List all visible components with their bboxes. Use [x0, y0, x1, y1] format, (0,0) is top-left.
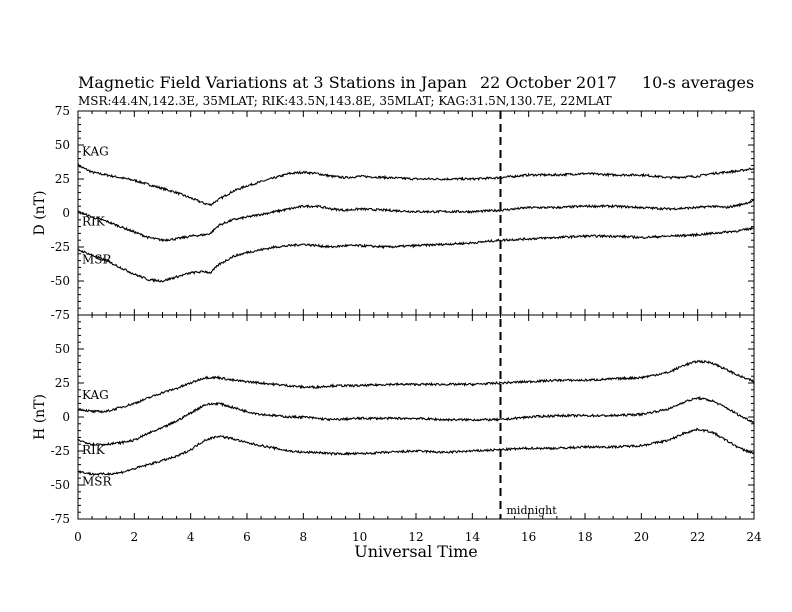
- y-tick-label: 0: [62, 206, 70, 220]
- panels: 75 50 25 0 -25 -50 -75 D (nT) KAG RIK MSR 50 25 0 -25 -…: [32, 104, 762, 544]
- chart-title: Magnetic Field Variations at 3 Stations …: [78, 73, 467, 92]
- x-tick-label: 24: [746, 530, 762, 544]
- y-tick-label: -75: [51, 308, 70, 322]
- y-tick-label: -25: [51, 444, 70, 458]
- x-tick-label: 14: [465, 530, 481, 544]
- y-tick-label: 50: [55, 342, 70, 356]
- y-tick-label: 0: [62, 410, 70, 424]
- series-line-msr: [77, 427, 755, 477]
- x-tick-label: 20: [634, 530, 649, 544]
- series-line-rik: [77, 395, 755, 446]
- series-line-rik: [77, 199, 755, 243]
- chart-title-date: 22 October 2017: [480, 73, 617, 92]
- y-tick-label: 75: [55, 104, 70, 118]
- x-tick-label: 4: [187, 530, 195, 544]
- y-tick-label: -75: [51, 512, 70, 526]
- x-tick-label: 0: [74, 530, 82, 544]
- series-label-rik: RIK: [82, 443, 106, 457]
- x-tick-label: 6: [243, 530, 251, 544]
- x-tick-label: 10: [352, 530, 367, 544]
- chart-title-averages: 10-s averages: [642, 73, 754, 92]
- x-tick-label: 18: [577, 530, 592, 544]
- y-tick-label: 50: [55, 138, 70, 152]
- midnight-label: midnight: [507, 504, 558, 517]
- panel-frame-1: [77, 314, 755, 520]
- y-axis-label: D (nT): [32, 191, 48, 236]
- series-line-kag: [77, 163, 755, 207]
- y-tick-label: 25: [55, 172, 70, 186]
- x-axis-label: Universal Time: [354, 542, 477, 561]
- y-tick-label: -25: [51, 240, 70, 254]
- x-tick-label: 22: [690, 530, 705, 544]
- y-axis-label: H (nT): [32, 394, 48, 440]
- y-tick-label: -50: [51, 478, 70, 492]
- x-tick-label: 16: [521, 530, 536, 544]
- series-label-rik: RIK: [82, 215, 106, 229]
- series-label-msr: MSR: [82, 253, 113, 267]
- series-line-kag: [78, 359, 755, 414]
- series-label-msr: MSR: [82, 474, 113, 488]
- series-label-kag: KAG: [82, 388, 109, 402]
- y-tick-label: -50: [51, 274, 70, 288]
- panel-frame-0: [77, 110, 755, 316]
- series-line-msr: [78, 226, 755, 283]
- station-info: MSR:44.4N,142.3E, 35MLAT; RIK:43.5N,143.…: [78, 94, 612, 108]
- series-label-kag: KAG: [82, 144, 109, 158]
- x-tick-label: 12: [408, 530, 423, 544]
- x-tick-label: 8: [300, 530, 308, 544]
- x-tick-label: 2: [131, 530, 139, 544]
- y-tick-label: 25: [55, 376, 70, 390]
